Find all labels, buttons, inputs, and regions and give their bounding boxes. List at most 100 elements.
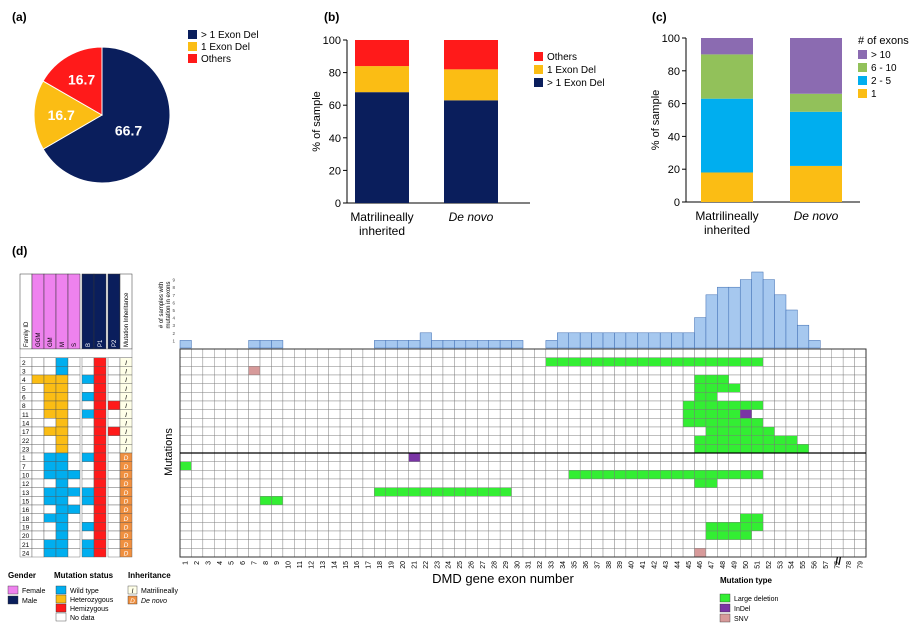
empty-cell	[385, 374, 398, 384]
mutation-cell	[705, 418, 718, 428]
empty-cell	[648, 513, 661, 523]
empty-cell	[362, 470, 375, 480]
pedigree-status-cell	[43, 487, 57, 497]
empty-cell	[671, 444, 684, 454]
empty-cell	[488, 470, 501, 480]
empty-cell	[442, 400, 455, 410]
empty-cell	[511, 374, 524, 384]
empty-cell	[179, 409, 192, 419]
empty-cell	[305, 409, 318, 419]
empty-cell	[797, 478, 810, 488]
empty-cell	[842, 409, 855, 419]
mutation-cell	[774, 444, 787, 454]
empty-cell	[248, 374, 261, 384]
empty-cell	[808, 366, 821, 376]
empty-cell	[499, 435, 512, 445]
empty-cell	[179, 357, 192, 367]
empty-cell	[797, 409, 810, 419]
inheritance-letter: D	[124, 542, 129, 549]
empty-cell	[785, 522, 798, 532]
empty-cell	[557, 470, 569, 480]
empty-cell	[522, 357, 535, 367]
mutation-cell	[717, 383, 729, 393]
empty-cell	[317, 409, 329, 419]
empty-cell	[534, 409, 547, 419]
mutation-cell	[740, 409, 752, 419]
empty-cell	[854, 478, 867, 488]
empty-cell	[568, 530, 581, 540]
empty-cell	[568, 496, 581, 506]
mutation-cell	[774, 435, 787, 445]
empty-cell	[499, 530, 512, 540]
empty-cell	[694, 504, 707, 514]
empty-cell	[442, 539, 455, 549]
empty-cell	[579, 444, 592, 454]
pedigree-status-cell	[31, 513, 45, 523]
empty-cell	[842, 522, 855, 532]
empty-cell	[259, 409, 272, 419]
histogram-bar	[797, 324, 810, 349]
empty-cell	[465, 548, 478, 558]
empty-cell	[214, 452, 226, 462]
empty-cell	[637, 539, 649, 549]
pedigree-status-cell	[81, 530, 95, 540]
empty-cell	[385, 348, 398, 358]
empty-cell	[317, 435, 329, 445]
exon-tick-label: 55	[800, 561, 807, 569]
empty-cell	[442, 348, 455, 358]
family-id-label: 2	[22, 360, 26, 367]
empty-cell	[842, 461, 855, 471]
empty-cell	[808, 496, 821, 506]
empty-cell	[442, 452, 455, 462]
empty-cell	[808, 400, 821, 410]
empty-cell	[522, 452, 535, 462]
mutation-cell	[682, 418, 695, 428]
empty-cell	[522, 487, 535, 497]
empty-cell	[511, 496, 524, 506]
empty-cell	[202, 461, 215, 471]
exon-tick-label: 21	[411, 561, 418, 569]
panel-c-legend-swatch	[858, 76, 867, 85]
panel-b-ytick-label: 40	[329, 133, 341, 145]
empty-cell	[488, 452, 501, 462]
mutation-cell	[705, 470, 718, 480]
empty-cell	[202, 400, 215, 410]
empty-cell	[797, 504, 810, 514]
empty-cell	[294, 522, 306, 532]
pedigree-status-cell	[31, 374, 45, 384]
empty-cell	[591, 461, 604, 471]
empty-cell	[362, 426, 375, 436]
exon-tick-label: 78	[846, 561, 853, 569]
empty-cell	[397, 478, 409, 488]
empty-cell	[557, 452, 569, 462]
panel-b-bar-1-1	[444, 69, 498, 101]
empty-cell	[557, 513, 569, 523]
histogram-ylabel: mutation in exons	[166, 281, 172, 328]
mutation-cell	[728, 409, 741, 419]
empty-cell	[259, 504, 272, 514]
empty-cell	[682, 548, 695, 558]
pedigree-status-cell	[31, 539, 45, 549]
empty-cell	[259, 539, 272, 549]
pedigree-header-label: B	[86, 343, 92, 347]
mutation-cell	[557, 357, 569, 367]
empty-cell	[294, 487, 306, 497]
empty-cell	[374, 400, 387, 410]
empty-cell	[797, 487, 810, 497]
empty-cell	[271, 374, 284, 384]
empty-cell	[648, 478, 661, 488]
mutation-cell	[602, 470, 615, 480]
empty-cell	[682, 444, 695, 454]
empty-cell	[305, 348, 318, 358]
empty-cell	[179, 366, 192, 376]
pedigree-status-cell	[107, 504, 121, 514]
empty-cell	[385, 444, 398, 454]
empty-cell	[374, 392, 387, 402]
empty-cell	[351, 530, 364, 540]
empty-cell	[339, 444, 352, 454]
legend-mutation-title: Mutation type	[720, 576, 773, 585]
empty-cell	[671, 392, 684, 402]
histogram-bar	[431, 340, 444, 349]
empty-cell	[351, 461, 364, 471]
empty-cell	[774, 392, 787, 402]
